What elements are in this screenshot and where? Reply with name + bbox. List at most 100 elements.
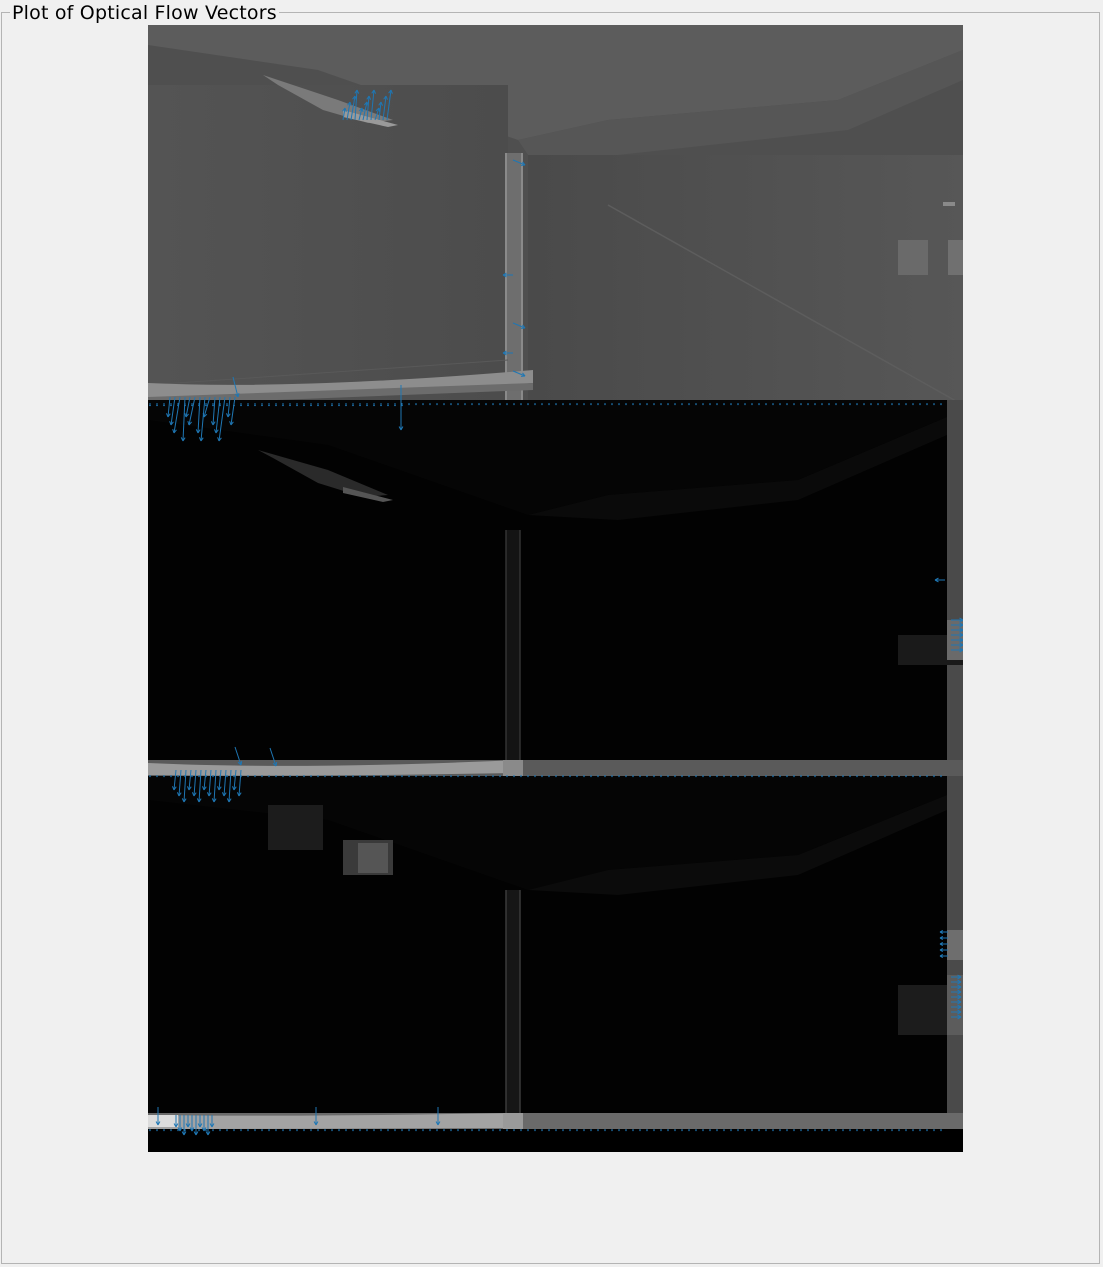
frame-2-image bbox=[148, 400, 963, 776]
flow-vector bbox=[200, 396, 206, 442]
flow-vector-head bbox=[191, 792, 195, 797]
flow-vector-head bbox=[231, 786, 235, 791]
flow-vector-head bbox=[502, 274, 507, 278]
flow-vector-head bbox=[959, 622, 963, 626]
flow-vector-head bbox=[380, 101, 383, 106]
flow-vector-head bbox=[522, 161, 526, 166]
flow-vector bbox=[218, 769, 222, 791]
flow-vector bbox=[173, 396, 181, 434]
flow-vectors bbox=[148, 89, 963, 1136]
flow-vector bbox=[193, 769, 197, 797]
flow-vector-head bbox=[177, 1127, 181, 1132]
flow-vector-head bbox=[317, 404, 320, 407]
flow-vector-head bbox=[437, 1121, 441, 1126]
flow-vector-head bbox=[237, 761, 242, 766]
flow-vector-head bbox=[347, 101, 351, 106]
flow-vector-head bbox=[215, 429, 219, 434]
flow-vector-head bbox=[959, 649, 963, 653]
flow-vector-head bbox=[219, 404, 222, 407]
flow-vector-head bbox=[180, 437, 184, 442]
flow-vector-head bbox=[957, 991, 962, 995]
flow-vector-head bbox=[959, 639, 963, 643]
flow-vector-head bbox=[502, 352, 507, 356]
flow-vector bbox=[218, 396, 226, 442]
plot-axes[interactable] bbox=[148, 25, 963, 1152]
flow-vector-head bbox=[275, 761, 278, 767]
flow-vector-head bbox=[234, 393, 239, 398]
flow-vector-head bbox=[359, 404, 362, 407]
flow-vector-head bbox=[175, 1123, 179, 1128]
flow-vector bbox=[208, 769, 212, 797]
flow-vector-head bbox=[203, 413, 208, 418]
flow-vector-head bbox=[195, 429, 199, 434]
flow-vector-head bbox=[193, 792, 197, 797]
flow-vector bbox=[197, 396, 201, 434]
flow-vector-head bbox=[195, 1131, 199, 1136]
flow-vector-head bbox=[236, 792, 240, 797]
flow-vector-head bbox=[212, 404, 215, 407]
flow-vector bbox=[215, 396, 221, 434]
flow-vector-head bbox=[261, 404, 264, 407]
flow-vector-head bbox=[957, 1009, 962, 1013]
flow-vector-head bbox=[216, 786, 220, 791]
flow-vector-head bbox=[373, 404, 376, 407]
flow-vector-head bbox=[385, 95, 388, 100]
flow-vector-head bbox=[272, 762, 277, 767]
flow-vector-head bbox=[338, 404, 341, 407]
flow-vector-head bbox=[324, 404, 327, 407]
flow-vector-head bbox=[213, 798, 217, 803]
flow-vector-head bbox=[934, 577, 939, 581]
flow-vector-head bbox=[221, 792, 225, 797]
flow-vector-head bbox=[240, 404, 243, 407]
flow-vector-head bbox=[179, 1127, 183, 1132]
flow-vector-head bbox=[186, 786, 190, 791]
flow-vector-head bbox=[361, 107, 364, 112]
flow-vector bbox=[167, 396, 171, 418]
flow-vector-head bbox=[214, 429, 217, 434]
flow-vector-head bbox=[167, 413, 171, 418]
flow-vector bbox=[233, 769, 237, 791]
flow-vector bbox=[178, 769, 182, 797]
flow-vector-head bbox=[344, 107, 347, 112]
flow-vector-head bbox=[957, 1011, 962, 1015]
flow-vector-head bbox=[201, 1127, 205, 1132]
flow-vector-head bbox=[183, 1131, 187, 1136]
flow-vector-head bbox=[959, 634, 963, 638]
flow-vector-head bbox=[939, 955, 944, 958]
flow-vector bbox=[354, 89, 358, 121]
flow-vector-head bbox=[163, 404, 166, 407]
flow-vector-head bbox=[156, 404, 159, 407]
flow-vector-head bbox=[218, 786, 222, 791]
flow-vector-head bbox=[198, 437, 202, 442]
flow-vector-head bbox=[957, 981, 962, 985]
flow-vector-head bbox=[289, 404, 292, 407]
flow-vector-head bbox=[371, 89, 375, 94]
flow-vector-head bbox=[358, 107, 363, 112]
flow-vector-head bbox=[233, 786, 237, 791]
flow-vector-head bbox=[206, 792, 210, 797]
flow-vector-head bbox=[199, 1123, 203, 1128]
flow-vector-head bbox=[957, 1006, 962, 1010]
flow-vector-head bbox=[959, 637, 963, 641]
flow-vector-head bbox=[176, 792, 180, 797]
flow-vector-head bbox=[169, 421, 172, 426]
flow-vector-head bbox=[957, 1014, 962, 1018]
flow-vector-head bbox=[211, 798, 215, 803]
flow-vector-head bbox=[237, 393, 240, 398]
flow-vector-head bbox=[352, 404, 355, 407]
flow-vector-head bbox=[957, 994, 962, 998]
flow-vector-head bbox=[380, 404, 383, 407]
flow-vector-head bbox=[282, 404, 285, 407]
flow-vector bbox=[212, 396, 216, 426]
flow-plot-svg bbox=[148, 25, 963, 1152]
flow-vector bbox=[188, 769, 192, 791]
flow-vector-head bbox=[185, 1123, 189, 1128]
flow-vector-head bbox=[356, 89, 360, 94]
flow-vector-head bbox=[959, 632, 963, 636]
flow-vector bbox=[223, 769, 227, 797]
flow-vector-head bbox=[170, 421, 174, 426]
flow-vector-head bbox=[957, 974, 962, 978]
flow-vector-head bbox=[149, 404, 152, 407]
flow-vector-head bbox=[203, 786, 207, 791]
flow-vector-head bbox=[366, 95, 370, 100]
